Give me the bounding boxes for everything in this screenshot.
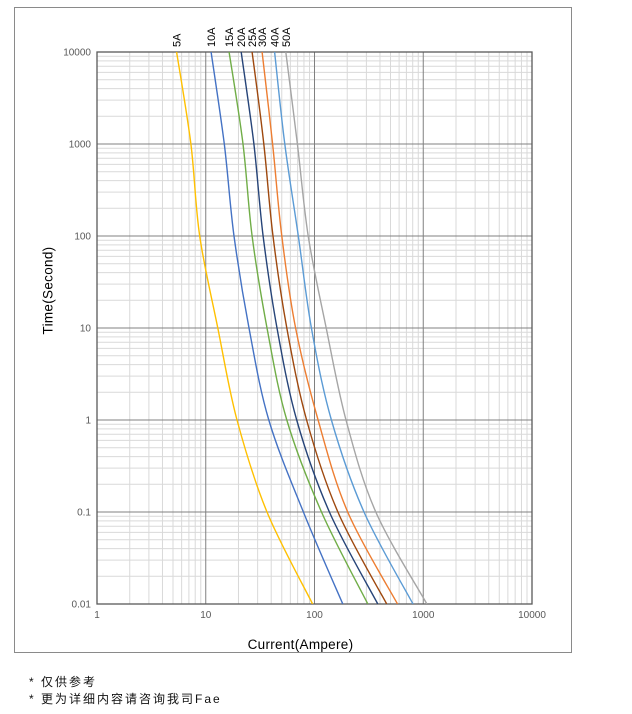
y-tick-label: 100	[74, 232, 91, 243]
y-tick-label: 10000	[63, 48, 91, 59]
y-tick-label: 10	[80, 324, 92, 335]
x-tick-label: 10000	[518, 610, 546, 621]
x-axis-title: Current(Ampere)	[247, 637, 354, 652]
series-label-10A: 10A	[206, 27, 218, 47]
x-tick-label: 10	[200, 610, 212, 621]
curve-25A	[251, 52, 388, 604]
plot-border	[96, 51, 533, 605]
curve-50A	[285, 52, 428, 604]
curve-30A	[261, 52, 399, 604]
y-tick-label: 0.1	[77, 508, 91, 519]
y-tick-label: 1	[85, 416, 91, 427]
curve-10A	[210, 52, 344, 604]
x-tick-label: 1000	[412, 610, 435, 621]
series-label-40A: 40A	[270, 27, 282, 47]
y-tick-label: 0.01	[72, 600, 92, 611]
curve-40A	[273, 52, 414, 604]
footnote-reference-only: * 仅供参考	[29, 675, 98, 689]
footnote-contact-fae: * 更为详细内容请咨询我司Fae	[29, 692, 222, 706]
figure-border	[14, 7, 572, 653]
curve-20A	[240, 52, 379, 604]
series-label-20A: 20A	[236, 27, 248, 47]
series-label-50A: 50A	[281, 27, 293, 47]
series-label-5A: 5A	[172, 33, 184, 47]
y-axis-title: Time(Second)	[40, 246, 56, 335]
y-tick-label: 1000	[69, 140, 92, 151]
x-tick-label: 1	[94, 610, 100, 621]
curve-5A	[175, 52, 314, 604]
curve-15A	[228, 52, 369, 604]
series-label-15A: 15A	[224, 27, 236, 47]
series-label-30A: 30A	[257, 27, 269, 47]
x-tick-label: 100	[306, 610, 323, 621]
series-label-25A: 25A	[247, 27, 259, 47]
